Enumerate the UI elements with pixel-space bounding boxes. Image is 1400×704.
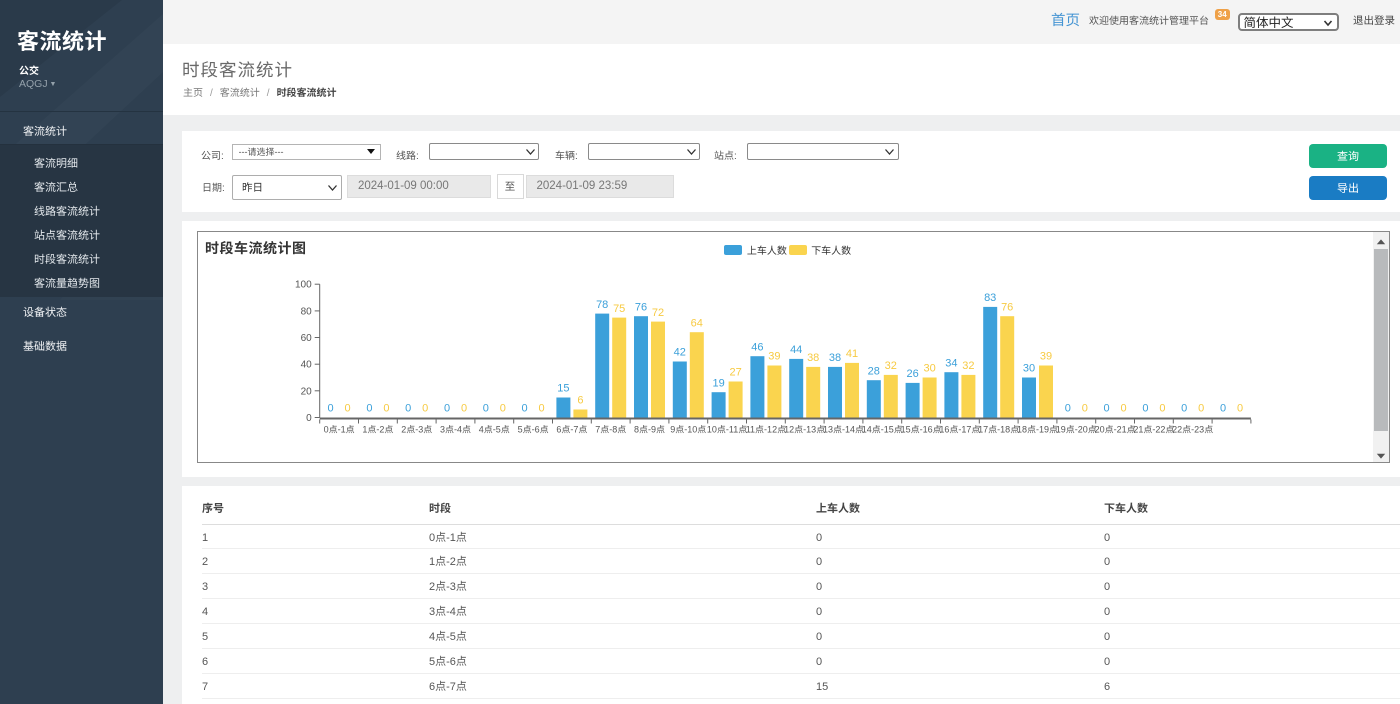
svg-text:9点-10点: 9点-10点: [670, 422, 706, 435]
svg-text:64: 64: [691, 314, 703, 330]
svg-text:21点-22点: 21点-22点: [1133, 422, 1174, 435]
svg-text:32: 32: [885, 357, 897, 373]
svg-text:6: 6: [577, 391, 583, 407]
svg-text:0: 0: [1220, 399, 1226, 415]
svg-text:19点-20点: 19点-20点: [1056, 422, 1097, 435]
svg-text:19: 19: [712, 374, 724, 390]
svg-text:0: 0: [522, 399, 528, 415]
svg-text:0: 0: [483, 399, 489, 415]
svg-text:38: 38: [829, 349, 841, 365]
svg-text:76: 76: [635, 298, 647, 314]
svg-text:0: 0: [1142, 399, 1148, 415]
svg-text:11点-12点: 11点-12点: [746, 422, 786, 435]
svg-text:0: 0: [422, 399, 428, 415]
svg-text:60: 60: [301, 329, 313, 344]
svg-text:0: 0: [444, 399, 450, 415]
svg-text:16点-17点: 16点-17点: [939, 422, 980, 435]
svg-text:80: 80: [301, 302, 313, 317]
svg-text:34: 34: [945, 354, 957, 370]
svg-text:0: 0: [1237, 399, 1243, 415]
svg-text:20点-21点: 20点-21点: [1095, 422, 1136, 435]
svg-text:0: 0: [345, 399, 351, 415]
svg-text:3点-4点: 3点-4点: [440, 422, 471, 435]
svg-text:5点-6点: 5点-6点: [518, 422, 549, 435]
svg-text:41: 41: [846, 345, 858, 361]
svg-text:26: 26: [906, 365, 918, 381]
svg-text:0: 0: [1065, 399, 1071, 415]
svg-text:78: 78: [596, 295, 608, 311]
svg-text:75: 75: [613, 299, 625, 315]
svg-text:0: 0: [1159, 399, 1165, 415]
svg-text:12点-13点: 12点-13点: [784, 422, 825, 435]
svg-text:22点-23点: 22点-23点: [1172, 422, 1213, 435]
svg-text:0: 0: [1181, 399, 1187, 415]
svg-text:27: 27: [729, 363, 741, 379]
svg-text:46: 46: [751, 338, 763, 354]
svg-text:15点-16点: 15点-16点: [901, 422, 942, 435]
svg-text:40: 40: [301, 355, 313, 370]
svg-text:17点-18点: 17点-18点: [978, 422, 1019, 435]
svg-text:6点-7点: 6点-7点: [556, 422, 587, 435]
svg-text:0点-1点: 0点-1点: [324, 422, 355, 435]
svg-text:0: 0: [1104, 399, 1110, 415]
svg-text:13点-14点: 13点-14点: [823, 422, 864, 435]
svg-text:100: 100: [295, 275, 312, 290]
svg-text:0: 0: [461, 399, 467, 415]
svg-text:0: 0: [366, 399, 372, 415]
svg-text:39: 39: [1040, 347, 1052, 363]
svg-text:20: 20: [301, 382, 313, 397]
svg-text:8点-9点: 8点-9点: [634, 422, 665, 435]
svg-text:72: 72: [652, 303, 664, 319]
svg-text:4点-5点: 4点-5点: [479, 422, 510, 435]
svg-text:0: 0: [328, 399, 334, 415]
svg-text:0: 0: [1121, 399, 1127, 415]
svg-text:38: 38: [807, 349, 819, 365]
svg-text:15: 15: [557, 379, 569, 395]
svg-text:18点-19点: 18点-19点: [1017, 422, 1058, 435]
svg-text:7点-8点: 7点-8点: [595, 422, 626, 435]
svg-text:39: 39: [768, 347, 780, 363]
svg-text:0: 0: [539, 399, 545, 415]
svg-text:14点-15点: 14点-15点: [862, 422, 903, 435]
svg-text:83: 83: [984, 289, 996, 305]
svg-text:0: 0: [1082, 399, 1088, 415]
svg-text:2点-3点: 2点-3点: [401, 422, 432, 435]
svg-text:0: 0: [405, 399, 411, 415]
svg-text:32: 32: [962, 357, 974, 373]
svg-text:0: 0: [500, 399, 506, 415]
svg-text:76: 76: [1001, 298, 1013, 314]
svg-text:42: 42: [674, 343, 686, 359]
svg-text:10点-11点: 10点-11点: [707, 422, 747, 435]
svg-text:1点-2点: 1点-2点: [362, 422, 393, 435]
svg-text:30: 30: [1023, 359, 1035, 375]
svg-text:0: 0: [383, 399, 389, 415]
svg-text:28: 28: [868, 362, 880, 378]
svg-text:0: 0: [306, 409, 312, 424]
svg-text:0: 0: [1198, 399, 1204, 415]
svg-text:30: 30: [923, 359, 935, 375]
svg-text:44: 44: [790, 341, 802, 357]
